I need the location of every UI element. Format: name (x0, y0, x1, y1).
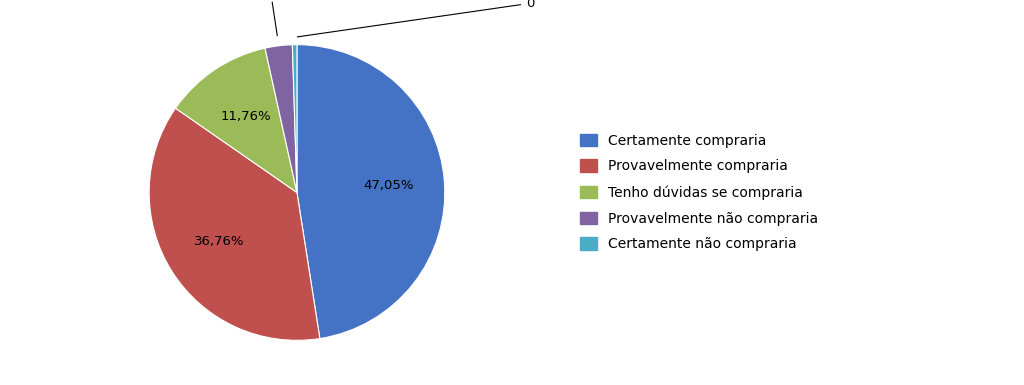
Text: 47,05%: 47,05% (364, 179, 414, 192)
Legend: Certamente compraria, Provavelmente compraria, Tenho dúvidas se compraria, Prova: Certamente compraria, Provavelmente comp… (581, 134, 818, 251)
Wedge shape (293, 45, 297, 192)
Text: 11,76%: 11,76% (220, 110, 271, 123)
Text: 36,76%: 36,76% (194, 235, 245, 248)
Wedge shape (265, 45, 297, 192)
Wedge shape (175, 48, 297, 192)
Wedge shape (297, 45, 444, 338)
Wedge shape (150, 108, 319, 340)
Text: 2,94%: 2,94% (250, 0, 292, 36)
Text: 0: 0 (297, 0, 535, 37)
